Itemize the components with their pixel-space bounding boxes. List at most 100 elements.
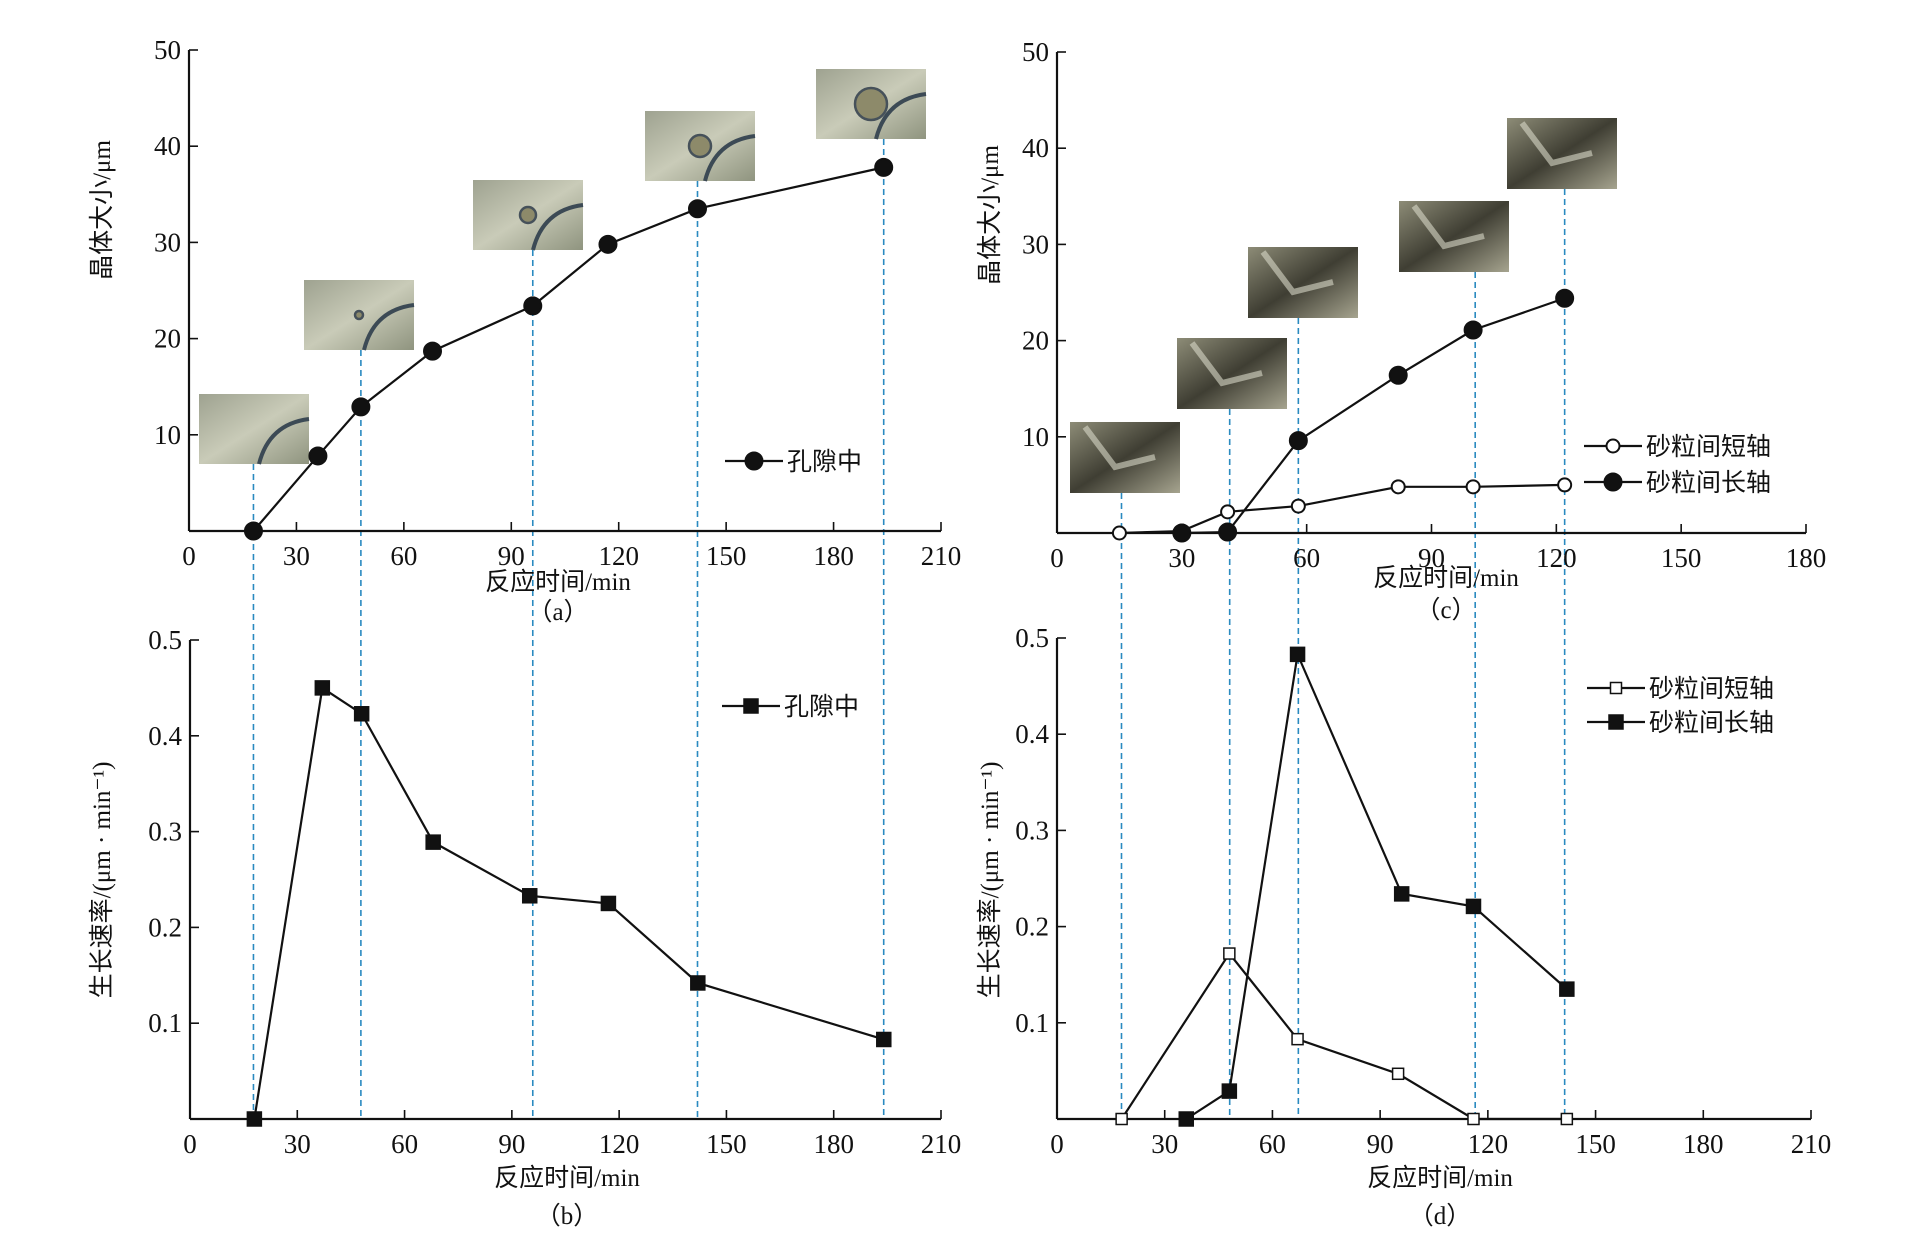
x-tick-label: 150 [1575,1129,1616,1159]
x-axis-title: 反应时间/min [494,1164,640,1192]
legend-entry: 孔隙中 [725,448,862,476]
x-tick-label: 210 [1791,1129,1832,1159]
data-point [1559,981,1575,997]
sand-micrograph [1070,422,1180,493]
data-point [1391,1067,1405,1081]
data-point [1172,523,1192,543]
data-point [1291,1032,1304,1046]
grain-edge [1260,250,1334,296]
data-point [1289,646,1306,663]
data-point [1178,1111,1195,1127]
legend-marker [1605,438,1621,454]
data-point [1463,320,1483,340]
y-tick-label: 0.4 [148,721,182,751]
panel-label: （b） [536,1202,599,1230]
x-tick-label: 180 [1786,543,1827,573]
panel-label: （c） [1415,596,1476,624]
legend-entry: 砂粒间长轴 [1587,709,1774,737]
x-tick-label: 120 [599,1129,640,1159]
sand-micrograph [1248,247,1358,318]
y-tick-label: 20 [154,324,181,354]
x-tick-label: 150 [706,1129,747,1159]
data-point [1290,498,1306,514]
micrograph-insets [199,69,1617,493]
series-2 [1178,646,1575,1127]
crystal [353,309,365,321]
x-axis-title: 反应时间/min [485,568,631,596]
y-tick-label: 0.1 [1015,1008,1049,1038]
y-axis-title: 晶体大小/μm [976,145,1004,285]
data-point [1220,504,1236,520]
legend-label: 孔隙中 [787,448,862,476]
x-tick-label: 210 [921,1129,962,1159]
x-tick-label: 30 [283,541,310,571]
chart-d: 0 30 60 90 120 150 180 210 0.1 0.2 0.3 0.4 0.5 生长速率/(… [976,623,1831,1230]
series-1 [246,680,892,1127]
series-line [1120,951,1567,1121]
y-axis-title: 晶体大小/μm [88,140,116,280]
crystal [853,86,889,122]
legend-marker [1608,714,1624,730]
y-tick-label: 0.5 [148,625,182,655]
grain-edge [1411,204,1485,250]
data-point [351,397,371,417]
data-point [1115,1112,1128,1126]
x-tick-label: 180 [813,1129,854,1159]
x-tick-label: 0 [182,541,196,571]
y-tick-label: 0.3 [148,817,182,847]
x-tick-label: 60 [390,541,417,571]
y-tick-label: 30 [1022,229,1049,259]
grain-edge [874,92,927,140]
series-line [1181,297,1566,535]
x-tick-label: 180 [813,541,854,571]
legend-marker [743,698,759,714]
legend-label: 砂粒间短轴 [1649,675,1774,703]
y-tick-label: 20 [1022,326,1049,356]
x-tick-label: 90 [498,541,525,571]
grain-edge [257,417,310,465]
y-tick-label: 50 [154,35,181,65]
x-tick-label: 120 [598,541,639,571]
series-line [252,166,884,532]
panel-label: （a） [527,598,588,626]
x-tick-label: 0 [1050,1129,1064,1159]
y-tick-label: 0.5 [1015,623,1049,653]
sand-micrograph [1177,338,1287,409]
data-point [1288,431,1308,451]
legend-marker [1603,472,1623,492]
x-tick-label: 120 [1536,543,1577,573]
grain-edge [531,203,584,251]
x-tick-label: 90 [1418,543,1445,573]
crystal [518,205,538,225]
data-point [1388,365,1408,385]
data-point [523,296,543,316]
grain-edge [362,303,415,351]
data-point [521,888,538,904]
legend-marker [1609,681,1623,695]
data-point [1560,1112,1574,1126]
data-point [423,341,443,361]
legend-entry: 孔隙中 [722,693,859,721]
data-point [1218,522,1238,542]
data-point [876,1031,892,1048]
reference-lines [252,139,1566,1119]
data-point [687,199,707,219]
data-point [308,446,328,466]
crystal [687,133,713,159]
photo [199,394,309,464]
x-tick-label: 90 [498,1129,525,1159]
data-point [1111,525,1127,541]
y-tick-label: 10 [154,420,181,450]
x-tick-label: 60 [1293,543,1320,573]
x-tick-label: 150 [706,541,747,571]
x-tick-label: 0 [1050,543,1064,573]
data-point [690,975,706,991]
x-tick-label: 30 [1168,543,1195,573]
data-point [353,706,370,722]
x-tick-label: 210 [921,541,962,571]
legend-entry: 砂粒间短轴 [1587,675,1774,703]
data-point [425,834,441,850]
legend-label: 孔隙中 [784,693,859,721]
x-tick-label: 30 [1151,1129,1178,1159]
data-point [314,680,331,696]
